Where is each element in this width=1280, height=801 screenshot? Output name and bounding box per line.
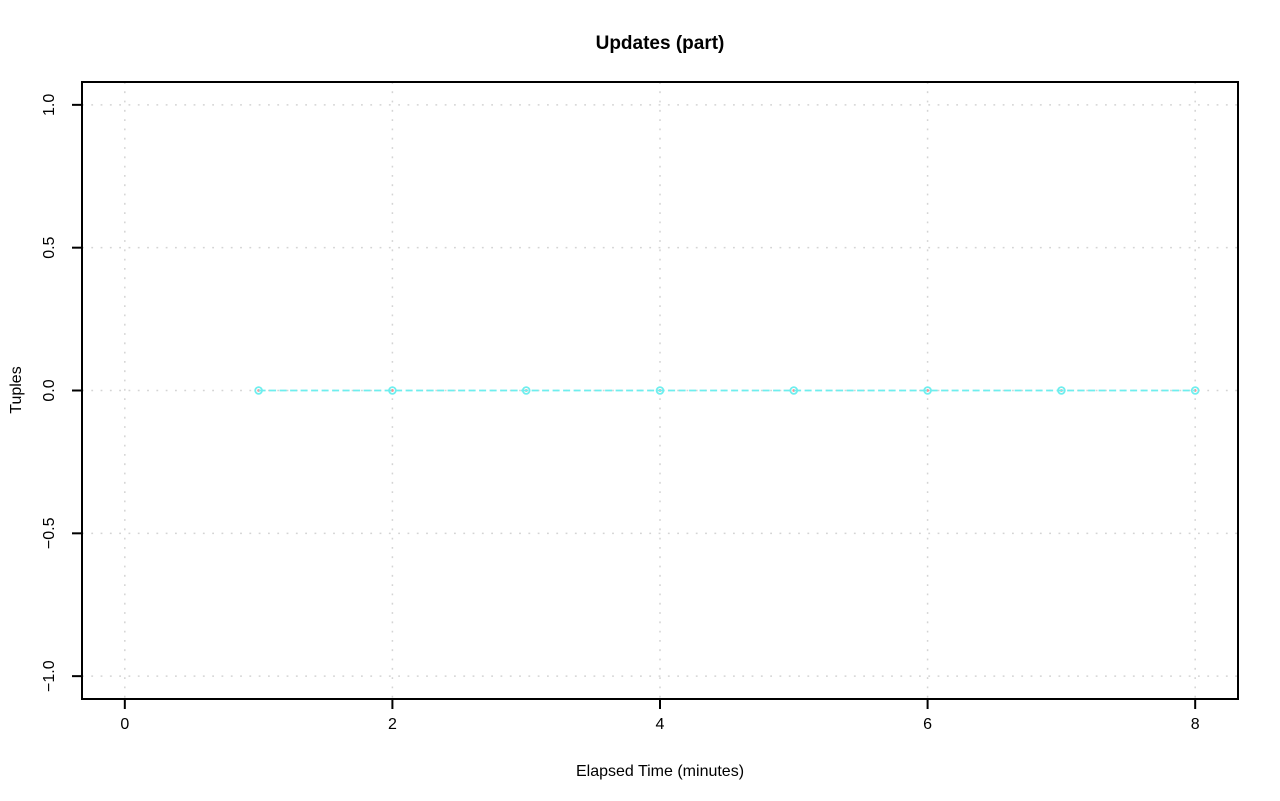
- y-tick-label: 1.0: [41, 94, 58, 116]
- series-layer: [254, 386, 1200, 395]
- x-tick-label: 8: [1191, 716, 1200, 733]
- data-point-center: [391, 389, 394, 392]
- y-tick-label: 0.0: [41, 379, 58, 401]
- data-point: [521, 386, 531, 395]
- y-tick-label: −0.5: [41, 517, 58, 549]
- y-tick-label: −1.0: [41, 660, 58, 692]
- data-point: [1190, 386, 1200, 395]
- x-tick-label: 6: [923, 716, 932, 733]
- y-tick-label: 0.5: [41, 236, 58, 258]
- data-point: [789, 386, 799, 395]
- y-axis-label: Tuples: [8, 366, 25, 413]
- x-axis-label: Elapsed Time (minutes): [576, 763, 744, 780]
- data-point: [655, 386, 665, 395]
- data-point: [1057, 386, 1066, 395]
- data-point: [923, 386, 932, 395]
- x-tick-label: 4: [656, 716, 665, 733]
- data-point: [388, 386, 397, 395]
- axis-layer: 0 2 4 6 8 1.0 0.5 0.0 −0.5 −1.0: [41, 81, 1239, 733]
- x-tick-label: 2: [388, 716, 397, 733]
- data-point: [254, 386, 263, 395]
- chart-title: Updates (part): [596, 33, 725, 54]
- x-tick-label: 0: [120, 716, 129, 733]
